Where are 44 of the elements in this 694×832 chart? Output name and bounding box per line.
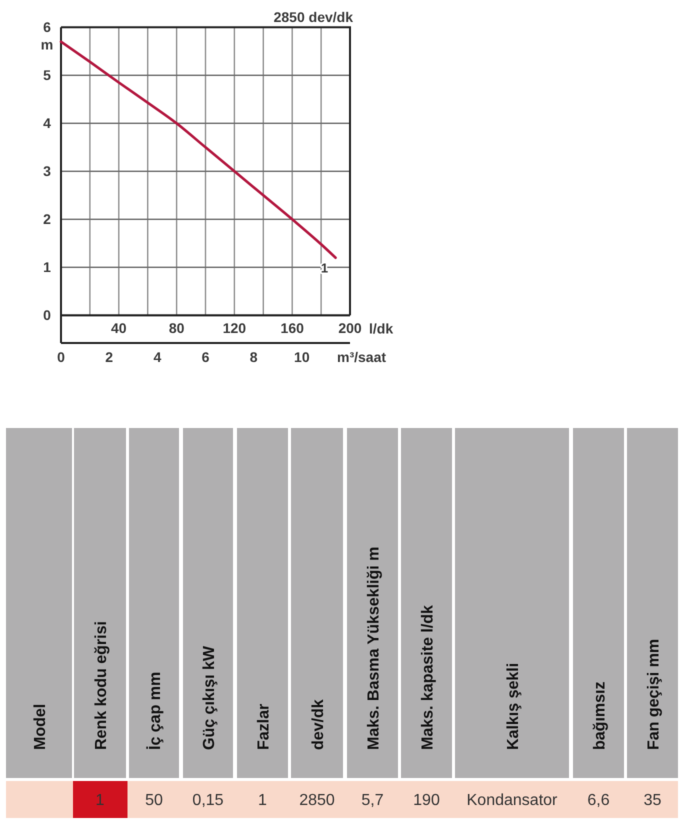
y-tick-label: 3 — [43, 162, 52, 179]
text: 35 — [644, 792, 662, 809]
x-axis-title: l/dk — [369, 320, 394, 336]
text: 0,15 — [192, 792, 224, 809]
x2-tick-label: 8 — [250, 348, 258, 365]
text: 1 — [258, 792, 267, 809]
category-label: Kalkış şekli — [505, 662, 522, 750]
x-tick-label: 120 — [222, 320, 246, 336]
category-label: Fazlar — [256, 704, 272, 750]
text: Kondansator — [466, 792, 558, 809]
y-tick-label: 0 — [43, 306, 52, 323]
text: 2850 — [299, 792, 335, 809]
x-tick-label: 40 — [111, 320, 127, 336]
y-axis-title: m — [40, 36, 54, 52]
x2-tick-label: 6 — [202, 348, 210, 365]
x2-tick-label: 4 — [153, 348, 162, 365]
x-tick-label: 160 — [280, 320, 304, 336]
text: 50 — [145, 792, 163, 809]
x2-tick-label: 10 — [294, 348, 310, 365]
text: 5,7 — [361, 792, 384, 809]
category-label: İç çap mm — [146, 672, 164, 750]
x-tick-label: 80 — [168, 320, 185, 336]
category-label: bağımsız — [592, 682, 608, 750]
x2-tick-label: 0 — [57, 348, 66, 365]
x2-tick-label: 2 — [105, 348, 114, 365]
text: 190 — [413, 792, 440, 809]
text: 1 — [96, 792, 104, 809]
y-tick-label: 6 — [43, 18, 52, 35]
y-tick-label: 4 — [43, 114, 52, 131]
x-tick-label: 200 — [338, 320, 362, 336]
text: 6,6 — [587, 792, 610, 809]
line-series — [60, 40, 337, 259]
category-label: dev/dk — [310, 699, 327, 750]
y-tick-label: 2 — [43, 210, 52, 227]
category-label: Fan geçişi mm — [646, 638, 662, 750]
x2-axis-title: m³/saat — [337, 349, 386, 365]
category-label: Güç çıkışı kW — [201, 645, 218, 750]
y-tick-label: 1 — [43, 258, 52, 275]
y-tick-label: 5 — [43, 66, 52, 83]
category-label: Maks. Basma Yüksekliği m — [366, 546, 382, 750]
category-label: Renk kodu eğrisi — [93, 621, 110, 750]
category-label: Model — [32, 704, 49, 750]
category-label: Maks. kapasite l/dk — [420, 604, 436, 750]
chart-title: 2850 dev/dk — [274, 9, 354, 25]
